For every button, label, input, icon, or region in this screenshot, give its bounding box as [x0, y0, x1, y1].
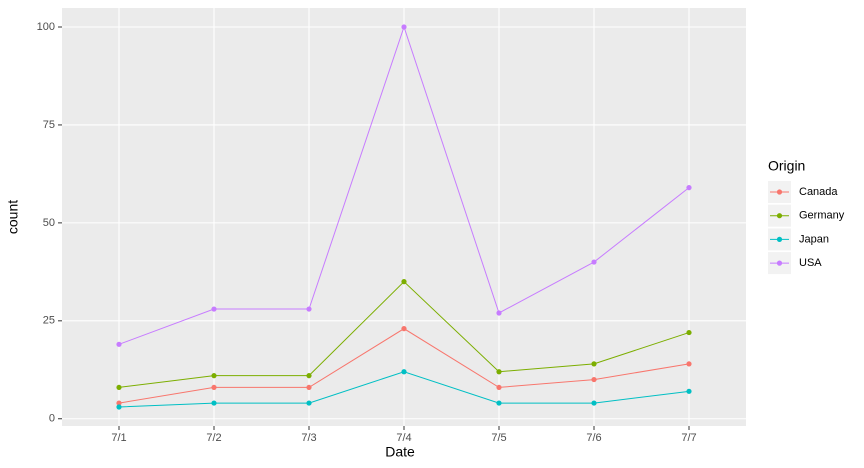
legend-label: USA: [799, 257, 822, 269]
data-point: [496, 369, 502, 375]
data-point: [211, 400, 217, 406]
data-point: [306, 306, 312, 312]
data-point: [116, 404, 122, 410]
data-point: [591, 376, 597, 383]
data-point: [401, 369, 407, 375]
data-point: [496, 384, 502, 391]
legend-label: Germany: [799, 210, 845, 222]
legend-point: [776, 236, 783, 242]
legend-label: Japan: [799, 233, 829, 245]
legend-point: [776, 260, 783, 266]
data-point: [306, 373, 312, 379]
x-tick-label: 7/6: [586, 432, 601, 444]
x-tick-label: 7/1: [111, 432, 126, 444]
data-point: [686, 185, 692, 191]
x-tick-label: 7/5: [491, 432, 506, 444]
y-tick-label: 0: [49, 413, 55, 425]
legend-title: Origin: [768, 158, 805, 174]
data-point: [591, 361, 597, 367]
data-point: [401, 326, 407, 332]
data-point: [211, 384, 217, 391]
data-point: [211, 306, 217, 312]
y-axis-title: count: [5, 200, 21, 234]
legend-point: [776, 213, 783, 219]
x-tick-label: 7/7: [681, 432, 696, 444]
data-point: [496, 400, 502, 406]
x-tick-label: 7/2: [206, 432, 221, 444]
data-point: [686, 361, 692, 367]
data-point: [116, 341, 122, 347]
data-point: [116, 400, 122, 406]
x-tick-label: 7/3: [301, 432, 316, 444]
data-point: [211, 373, 217, 379]
y-tick-label: 75: [43, 119, 55, 131]
legend-label: Canada: [799, 186, 838, 198]
legend-point: [776, 189, 783, 195]
data-point: [306, 384, 312, 391]
x-tick-label: 7/4: [396, 432, 411, 444]
data-point: [401, 24, 407, 30]
data-point: [496, 310, 502, 316]
data-point: [591, 400, 597, 406]
data-point: [686, 329, 692, 336]
y-tick-label: 100: [37, 21, 55, 33]
data-point: [401, 279, 407, 285]
y-tick-label: 50: [43, 217, 55, 229]
data-point: [306, 400, 312, 406]
data-point: [116, 384, 122, 391]
y-tick-label: 25: [43, 315, 55, 327]
x-axis-title: Date: [385, 444, 415, 460]
data-point: [686, 388, 692, 394]
data-point: [591, 259, 597, 265]
